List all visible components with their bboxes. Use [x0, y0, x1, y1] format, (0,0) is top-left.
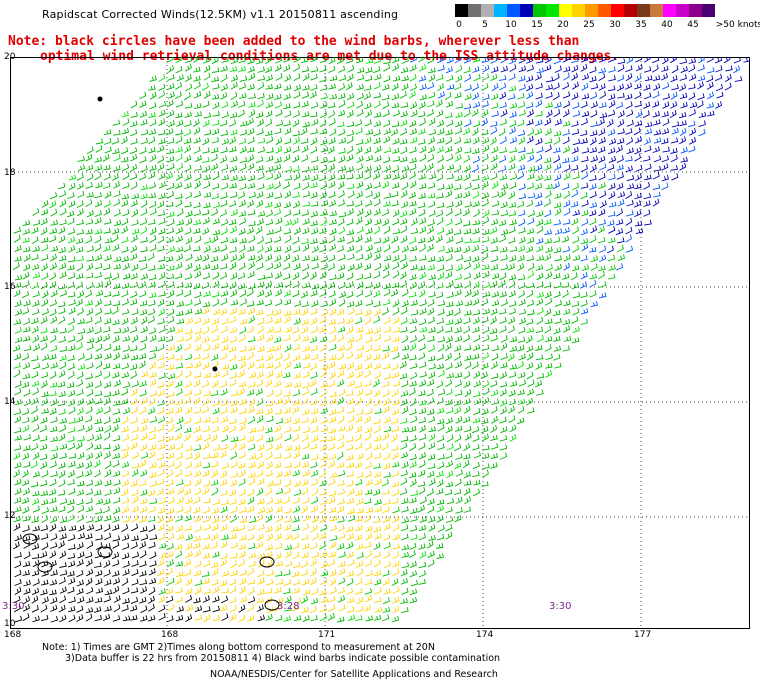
footnote-line-1: Note: 1) Times are GMT 2)Times along bot…	[42, 642, 435, 653]
lat-label-14: 14	[4, 397, 16, 407]
legend-label: 5	[482, 20, 488, 30]
legend-swatch	[650, 4, 663, 17]
island-outline	[212, 366, 218, 372]
legend-swatch	[481, 4, 494, 17]
legend-swatch	[494, 4, 507, 17]
lon-label-177: 177	[634, 630, 652, 640]
legend-label: 35	[635, 20, 647, 30]
island-outline	[22, 533, 38, 545]
island-outline	[97, 546, 113, 558]
legend-swatch	[468, 4, 481, 17]
legend-label: 45	[687, 20, 699, 30]
legend-swatch	[559, 4, 572, 17]
time-label-left: 3:30	[2, 601, 25, 612]
time-label-right: 3:30	[549, 601, 572, 612]
legend-swatch	[572, 4, 585, 17]
legend-label: 25	[583, 20, 595, 30]
legend-swatch	[455, 4, 468, 17]
lat-label-12: 12	[4, 511, 16, 521]
attitude-note-line-1: Note: black circles have been added to t…	[8, 34, 580, 49]
legend-swatch	[533, 4, 546, 17]
wind-barbs	[12, 57, 750, 623]
time-label-middle: 3:28	[277, 601, 300, 612]
lon-label-171: 171	[318, 630, 336, 640]
wind-barb-map	[10, 57, 750, 629]
legend-swatch	[611, 4, 624, 17]
legend-label: 0	[456, 20, 462, 30]
legend-swatch	[624, 4, 637, 17]
legend-swatch	[663, 4, 676, 17]
island-outline	[264, 599, 280, 611]
legend-swatch	[507, 4, 520, 17]
legend-label: 10	[505, 20, 517, 30]
credit-line: NOAA/NESDIS/Center for Satellite Applica…	[210, 669, 498, 680]
map-border	[10, 57, 750, 629]
legend-label: 40	[661, 20, 673, 30]
lon-label-168-left: 168	[4, 630, 22, 640]
lon-label-174: 174	[476, 630, 494, 640]
lat-label-18: 18	[4, 168, 16, 178]
legend-label: >50 knots	[715, 20, 760, 30]
legend-label: 15	[531, 20, 543, 30]
legend-swatch	[598, 4, 611, 17]
island-outline	[259, 556, 275, 568]
lon-label-168: 168	[161, 630, 179, 640]
wind-speed-legend-labels: 0 5 10 15 20 25 30 35 40 45 >50 knots	[455, 20, 760, 32]
legend-swatch	[520, 4, 533, 17]
legend-swatch	[676, 4, 689, 17]
lat-label-16: 16	[4, 282, 16, 292]
island-outline	[37, 561, 53, 573]
map-title: Rapidscat Corrected Winds(12.5KM) v1.1 2…	[42, 8, 399, 21]
legend-swatch	[637, 4, 650, 17]
legend-label: 30	[609, 20, 621, 30]
legend-swatch	[689, 4, 702, 17]
wind-speed-color-legend	[455, 4, 715, 17]
lat-label-10: 10	[4, 619, 16, 629]
lat-label-20: 20	[4, 52, 16, 62]
legend-label: 20	[557, 20, 569, 30]
attitude-note-line-2: optimal wind retrieval conditions are me…	[40, 49, 620, 64]
wind-map-panel	[10, 57, 750, 629]
legend-swatch	[702, 4, 715, 17]
legend-swatch	[585, 4, 598, 17]
legend-swatch	[546, 4, 559, 17]
footnote-line-2: 3)Data buffer is 22 hrs from 20150811 4)…	[65, 653, 501, 664]
island-outline	[97, 96, 103, 102]
